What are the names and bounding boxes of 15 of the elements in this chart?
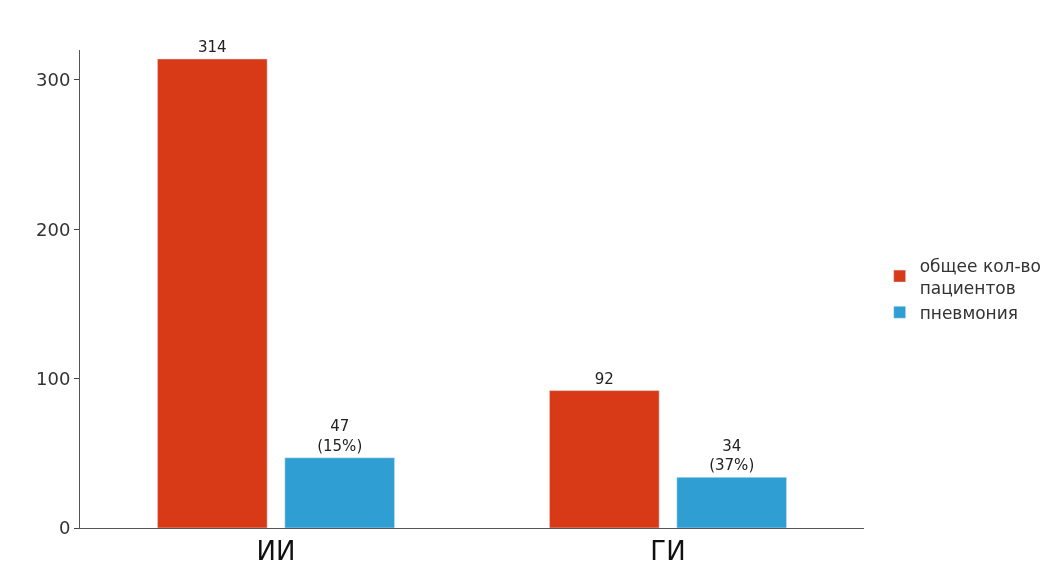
x-tick-label: ИИ [256, 536, 296, 567]
data-label: 314 [197, 37, 227, 56]
x-tick-label: ГИ [650, 536, 686, 567]
y-tick-label: 200 [36, 218, 71, 240]
y-tick-label: 300 [36, 69, 71, 91]
y-tick-label: 0 [58, 517, 71, 539]
bar [157, 58, 268, 528]
data-label: 92 [594, 369, 614, 388]
legend-label: пневмония [919, 302, 1019, 323]
y-tick-label: 100 [36, 367, 71, 389]
data-label: 34 (37%) [709, 436, 755, 475]
data-label: 47 (15%) [317, 417, 363, 455]
bar [284, 457, 395, 528]
bar [676, 476, 787, 528]
bar [549, 390, 660, 528]
